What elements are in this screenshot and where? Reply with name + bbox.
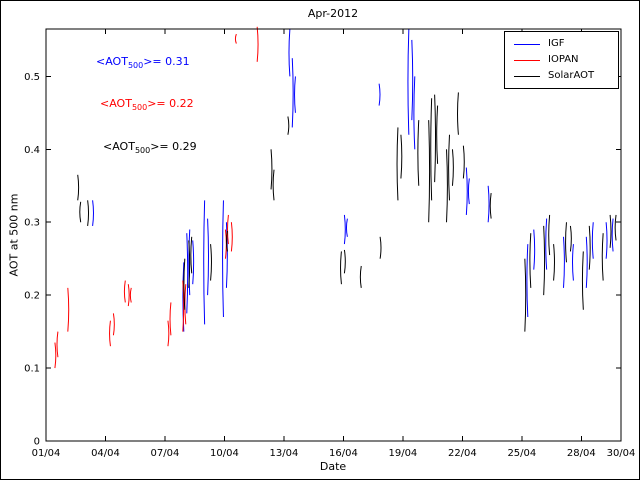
svg-text:04/04: 04/04: [91, 448, 120, 459]
legend: IGF IOPAN SolarAOT: [504, 31, 619, 89]
svg-text:28/04: 28/04: [567, 448, 596, 459]
svg-text:16/04: 16/04: [329, 448, 358, 459]
annotation-prefix: <AOT: [100, 97, 132, 110]
y-axis-label: AOT at 500 nm: [7, 193, 21, 277]
annotation-solaraot-mean: <AOT500>= 0.29: [103, 140, 197, 156]
annotation-igf-mean: <AOT500>= 0.31: [96, 55, 190, 71]
legend-label: IGF: [548, 38, 565, 49]
svg-text:10/04: 10/04: [210, 448, 239, 459]
annotation-suffix: >= 0.29: [150, 140, 197, 153]
svg-text:0.2: 0.2: [24, 291, 40, 302]
svg-text:25/04: 25/04: [507, 448, 536, 459]
annotation-prefix: <AOT: [96, 55, 128, 68]
svg-text:0: 0: [34, 437, 40, 448]
legend-item-iopan: IOPAN: [505, 52, 618, 68]
svg-text:07/04: 07/04: [151, 448, 180, 459]
x-axis-label: Date: [319, 460, 347, 473]
chart-title: Apr-2012: [307, 7, 359, 20]
svg-text:19/04: 19/04: [388, 448, 417, 459]
legend-line-sample-iopan: [514, 59, 540, 61]
annotation-suffix: >= 0.31: [143, 55, 190, 68]
legend-item-solaraot: SolarAOT: [505, 68, 618, 84]
svg-text:22/04: 22/04: [448, 448, 477, 459]
svg-text:01/04: 01/04: [32, 448, 61, 459]
svg-text:13/04: 13/04: [270, 448, 299, 459]
legend-line-sample-igf: [514, 43, 540, 45]
svg-text:0.1: 0.1: [24, 364, 40, 375]
legend-line-sample-solaraot: [514, 75, 540, 77]
annotation-prefix: <AOT: [103, 140, 135, 153]
svg-text:0.4: 0.4: [24, 145, 40, 156]
legend-item-igf: IGF: [505, 36, 618, 52]
annotation-suffix: >= 0.22: [147, 97, 194, 110]
svg-text:0.3: 0.3: [24, 218, 40, 229]
annotation-subscript: 500: [131, 103, 148, 113]
svg-text:0.5: 0.5: [24, 72, 40, 83]
annotation-iopan-mean: <AOT500>= 0.22: [100, 97, 194, 113]
legend-label: SolarAOT: [548, 70, 595, 81]
svg-text:30/04: 30/04: [607, 448, 636, 459]
annotation-subscript: 500: [127, 61, 144, 71]
legend-label: IOPAN: [548, 54, 579, 65]
annotation-subscript: 500: [134, 146, 151, 156]
